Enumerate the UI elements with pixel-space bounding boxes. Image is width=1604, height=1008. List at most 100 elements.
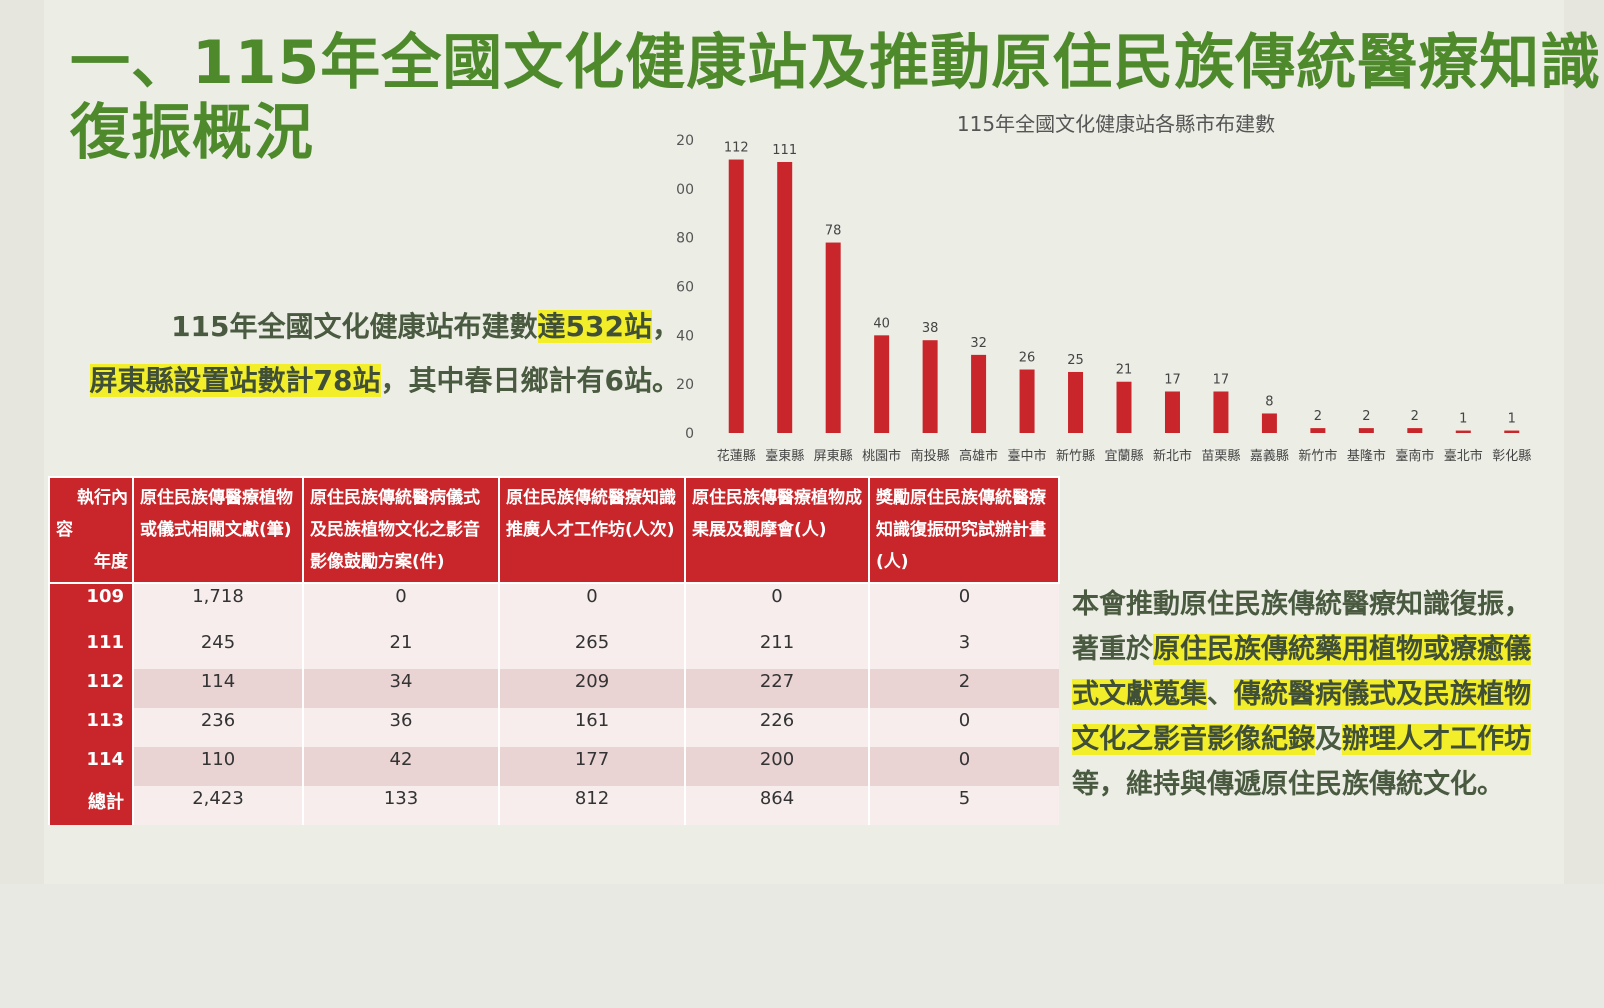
table-cell: 0 (498, 583, 685, 630)
side-text-3: 及 (1315, 724, 1342, 755)
row-year: 113 (48, 708, 133, 747)
table-cell: 0 (302, 583, 499, 630)
row-year: 總計 (48, 786, 133, 825)
title-line-1: 一、115年全國文化健康站及推動原住民族傳統醫療知識 (70, 28, 1602, 98)
table-cell: 211 (684, 630, 869, 669)
table-header-workshop: 原住民族傳統醫療知識推廣人才工作坊(人次) (498, 476, 686, 584)
table-cell: 200 (684, 747, 869, 786)
table-cell: 5 (868, 786, 1059, 825)
x-tick-label: 高雄市 (959, 448, 998, 464)
data-table: 執行內 容 年度 原住民族傳醫療植物或儀式相關文獻(筆) 原住民族傳統醫病儀式及… (48, 476, 1060, 825)
table-header-row: 執行內 容 年度 原住民族傳醫療植物或儀式相關文獻(筆) 原住民族傳統醫病儀式及… (48, 476, 1060, 584)
side-text-2: 、 (1207, 679, 1234, 710)
summary-highlight-pingtung: 屏東縣設置站數計78站 (89, 364, 381, 397)
table-row: 109 1,718 0 0 0 0 (48, 583, 1059, 630)
bar-value-label: 21 (1116, 363, 1133, 378)
x-tick-label: 基隆市 (1347, 448, 1386, 464)
bar-value-label: 2 (1314, 409, 1322, 424)
bar (1310, 428, 1326, 433)
title-line-2: 復振概況 (70, 98, 314, 168)
y-tick-label: 20 (676, 377, 694, 393)
summary-line-2-text: ，其中春日鄉計有6站。 (380, 364, 680, 397)
corner-line-2: 容 (56, 520, 73, 540)
bar-value-label: 78 (825, 224, 842, 239)
table-cell: 209 (498, 669, 685, 708)
table-cell: 42 (302, 747, 499, 786)
y-tick-label: 100 (676, 182, 694, 198)
x-tick-label: 新北市 (1153, 448, 1192, 464)
table-cell: 0 (868, 583, 1059, 630)
corner-line-3: 年度 (94, 552, 128, 572)
bar (825, 242, 841, 433)
side-description: 本會推動原住民族傳統醫療知識復振，著重於原住民族傳統藥用植物或療癒儀式文獻蒐集、… (1072, 582, 1542, 807)
table-row-total: 總計 2,423 133 812 864 5 (48, 786, 1059, 825)
x-tick-label: 新竹市 (1298, 448, 1337, 464)
x-tick-label: 南投縣 (911, 448, 950, 464)
table-cell: 21 (302, 630, 499, 669)
table-corner-header: 執行內 容 年度 (48, 476, 134, 584)
summary-text: 115年全國文化健康站布建數達532站， 屏東縣設置站數計78站，其中春日鄉計有… (89, 300, 680, 408)
table-cell: 236 (132, 708, 303, 747)
bar-value-label: 38 (922, 321, 939, 336)
bar (1116, 381, 1132, 433)
summary-line-1: 115年全國文化健康站布建數達532站， (90, 300, 680, 354)
table-cell: 0 (684, 583, 869, 630)
y-tick-label: 40 (676, 328, 694, 344)
corner-line-1: 執行內 (77, 488, 128, 508)
bar-value-label: 32 (970, 336, 987, 351)
side-text-4: 等，維持與傳遞原住民族傳統文化。 (1072, 769, 1504, 800)
table-cell: 133 (302, 786, 499, 825)
table-cell: 864 (684, 786, 869, 825)
chart-title: 115年全國文化健康站各縣市布建數 (956, 112, 1276, 136)
x-tick-label: 宜蘭縣 (1104, 448, 1143, 464)
bar (1407, 428, 1423, 433)
page-title: 一、115年全國文化健康站及推動原住民族傳統醫療知識 復振概況 (70, 28, 1601, 168)
summary-highlight-total: 達532站 (537, 310, 652, 343)
table-row: 112 114 34 209 227 2 (48, 669, 1059, 708)
side-highlight-3: 辦理人才工作坊 (1342, 724, 1531, 755)
table-cell: 0 (868, 747, 1059, 786)
x-tick-label: 彰化縣 (1492, 448, 1531, 464)
bar (874, 335, 890, 433)
chart-svg: 020406080100120112花蓮縣111臺東縣78屏東縣40桃園市38南… (667, 133, 1531, 464)
bar-value-label: 2 (1362, 409, 1370, 424)
table-cell: 1,718 (132, 583, 303, 630)
bar-value-label: 111 (772, 143, 797, 158)
table-cell: 161 (498, 708, 685, 747)
bar-value-label: 2 (1411, 409, 1419, 424)
bar (777, 161, 793, 433)
bar (1261, 413, 1277, 433)
table-cell: 2 (868, 669, 1059, 708)
row-year: 114 (48, 747, 133, 786)
bar-value-label: 25 (1067, 353, 1084, 368)
bar (1164, 391, 1180, 433)
bar (1019, 369, 1035, 433)
bar (728, 159, 744, 433)
bar-value-label: 8 (1265, 394, 1273, 409)
bar (1455, 430, 1471, 433)
table-cell: 114 (132, 669, 303, 708)
row-year: 111 (48, 630, 133, 669)
x-tick-label: 苗栗縣 (1201, 449, 1240, 464)
table-cell: 245 (132, 630, 303, 669)
table-cell: 227 (684, 669, 869, 708)
x-tick-label: 屏東縣 (814, 448, 853, 464)
table-cell: 226 (684, 708, 869, 747)
table-row: 114 110 42 177 200 0 (48, 747, 1059, 786)
table-cell: 0 (868, 708, 1059, 747)
bar-value-label: 17 (1213, 372, 1230, 387)
bar (1213, 391, 1229, 433)
summary-line-1-text: 115年全國文化健康站布建數 (171, 310, 538, 343)
table-cell: 3 (868, 630, 1059, 669)
table-row: 111 245 21 265 211 3 (48, 630, 1059, 669)
table-header-exhibition: 原住民族傳醫療植物成果展及觀摩會(人) (684, 476, 870, 584)
x-tick-label: 臺南市 (1395, 448, 1434, 464)
bar (922, 340, 938, 433)
x-tick-label: 嘉義縣 (1250, 448, 1289, 464)
table-header-research: 獎勵原住民族傳統醫療知識復振研究試辦計畫(人) (868, 476, 1060, 584)
table-cell: 265 (498, 630, 685, 669)
x-tick-label: 臺北市 (1444, 448, 1483, 464)
row-year: 109 (48, 583, 133, 630)
table-row: 113 236 36 161 226 0 (48, 708, 1059, 747)
bar-chart: 115年全國文化健康站各縣市布建數 020406080100120112花蓮縣1… (667, 106, 1556, 486)
